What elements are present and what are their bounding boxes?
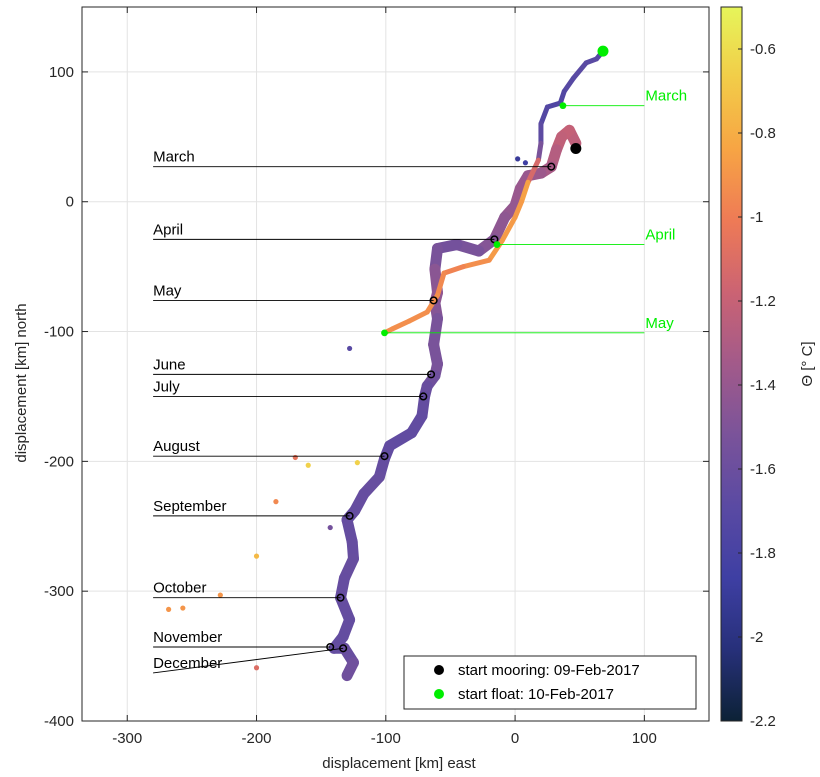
float-month-marker — [493, 241, 501, 248]
month-marker — [345, 511, 354, 520]
month-label: November — [153, 629, 222, 646]
tracks — [328, 48, 606, 682]
outlier-point — [253, 553, 260, 559]
month-marker — [547, 162, 556, 171]
x-tick-label: -200 — [242, 730, 272, 747]
float-track-segment — [435, 270, 447, 298]
y-tick-label: -400 — [44, 713, 74, 730]
colorbar-tick-label: -0.6 — [750, 41, 776, 58]
month-label: September — [153, 498, 226, 515]
outlier-point — [354, 460, 360, 466]
float-track-segment — [441, 264, 466, 276]
colorbar-tick-label: -1 — [750, 209, 763, 226]
float-track-segment — [570, 60, 589, 81]
month-marker — [339, 644, 348, 653]
outlier-point — [347, 345, 353, 352]
y-tick-label: 0 — [66, 194, 74, 211]
axes-box — [81, 6, 710, 722]
outlier-point — [273, 499, 279, 505]
legend-marker — [434, 665, 444, 675]
y-tick-label: -200 — [44, 453, 74, 470]
float-track-segment — [525, 157, 541, 185]
float-track-segment — [406, 309, 430, 324]
mooring-track-segment — [341, 657, 359, 682]
legend-label: start float: 10-Feb-2017 — [458, 686, 614, 703]
legend-marker — [434, 689, 444, 699]
colorbar-bar — [720, 6, 743, 722]
outlier-point — [292, 454, 298, 461]
month-marker — [336, 593, 345, 602]
month-marker — [419, 392, 428, 401]
float-month-marker — [559, 102, 567, 110]
colorbar-tick-label: -1.6 — [750, 461, 776, 478]
month-label: May — [153, 282, 182, 299]
outlier-point — [327, 524, 333, 531]
float-track-segment — [561, 75, 576, 94]
month-label: October — [153, 580, 206, 597]
float-track-segment — [535, 140, 544, 163]
float-track-segment — [460, 257, 492, 270]
x-tick-label: -300 — [112, 730, 142, 747]
colorbar-tick-label: -2 — [750, 629, 763, 646]
outlier-point — [253, 665, 260, 671]
month-leader-line — [153, 647, 344, 674]
mooring-start-marker — [570, 143, 582, 155]
colorbar: -2.2 -2 -1.8 -1.6 -1.4 -1.2 -1 -0.8 -0.6 — [720, 6, 776, 730]
y-tick-label: 100 — [49, 64, 74, 81]
grid — [82, 7, 709, 722]
x-tick-label: 100 — [632, 730, 657, 747]
outlier-point — [180, 605, 186, 611]
month-label: December — [153, 655, 222, 672]
colorbar-tick-label: -2.2 — [750, 713, 776, 730]
month-label: April — [153, 221, 183, 238]
colorbar-tick-label: -0.8 — [750, 125, 776, 142]
axes: -300 -200 -100 0 100 -400 -300 -200 -100 0 100 — [44, 6, 710, 747]
y-tick-label: -100 — [44, 324, 74, 341]
month-label: July — [153, 378, 180, 395]
x-axis-label: displacement [km] east — [322, 755, 476, 772]
marks: March April May June July August September Octo… — [153, 45, 687, 674]
float-track-segment — [519, 179, 531, 205]
y-axis-label: displacement [km] north — [13, 303, 30, 462]
month-label: August — [153, 438, 201, 455]
float-track-segment — [512, 199, 525, 220]
legend-box — [403, 655, 697, 710]
float-track-segment — [389, 318, 412, 332]
outlier-point — [515, 156, 521, 162]
float-start-marker — [597, 45, 609, 57]
float-month-marker — [381, 329, 388, 337]
y-tick-label: -300 — [44, 583, 74, 600]
outlier-point — [305, 462, 311, 468]
float-track-segment — [499, 214, 518, 244]
month-marker — [427, 370, 436, 379]
legend-label: start mooring: 09-Feb-2017 — [458, 662, 640, 679]
float-track-segment — [538, 104, 550, 127]
x-tick-label: -100 — [371, 730, 401, 747]
colorbar-tick-label: -1.2 — [750, 293, 776, 310]
plot-background — [82, 7, 709, 721]
colorbar-tick-label: -1.8 — [750, 545, 776, 562]
month-marker — [380, 452, 389, 461]
float-month-label: April — [645, 227, 675, 244]
colorbar-label: Θ [° C] — [799, 341, 816, 386]
colorbar-tick-label: -1.4 — [750, 377, 776, 394]
month-label: March — [153, 149, 195, 166]
month-label: June — [153, 356, 186, 373]
x-tick-label: 0 — [511, 730, 519, 747]
legend: start mooring: 09-Feb-2017 start float: 1… — [403, 655, 697, 710]
outlier-point — [217, 592, 223, 598]
outlier-point — [166, 606, 172, 612]
month-marker — [429, 296, 438, 305]
float-month-label: March — [645, 88, 687, 105]
float-month-label: May — [645, 315, 674, 332]
plot-area — [82, 7, 709, 721]
outlier-point — [522, 160, 529, 166]
